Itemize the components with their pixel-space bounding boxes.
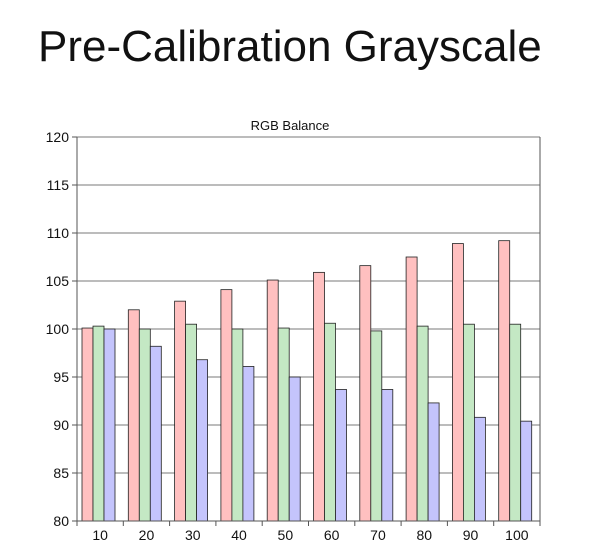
bar-50-series-3 bbox=[288, 376, 301, 522]
bar-40-series-2 bbox=[231, 328, 244, 522]
bar-30-series-2 bbox=[185, 323, 198, 522]
y-tick-label: 95 bbox=[53, 369, 69, 385]
y-tick-label: 110 bbox=[47, 225, 70, 241]
bar-100-series-1 bbox=[498, 240, 511, 522]
bar-50-series-2 bbox=[277, 327, 290, 522]
bar-60-series-1 bbox=[313, 271, 325, 522]
x-tick-label: 10 bbox=[92, 527, 108, 543]
y-tick-label: 105 bbox=[46, 273, 70, 289]
bar-60-series-3 bbox=[335, 389, 347, 522]
bar-40-series-1 bbox=[220, 289, 233, 522]
bar-80-series-1 bbox=[405, 256, 418, 522]
x-tick-label: 30 bbox=[185, 527, 201, 543]
bar-30-series-3 bbox=[196, 359, 209, 522]
bar-50-series-1 bbox=[266, 279, 279, 522]
y-tick-label: 120 bbox=[46, 129, 70, 145]
bar-10-series-3 bbox=[103, 328, 116, 522]
bar-70-series-3 bbox=[381, 389, 394, 522]
y-tick-label: 80 bbox=[53, 513, 69, 529]
bar-10-series-2 bbox=[92, 325, 105, 522]
bar-100-series-2 bbox=[509, 323, 522, 522]
bar-80-series-2 bbox=[416, 325, 429, 522]
bar-30-series-1 bbox=[174, 300, 187, 522]
y-tick-label: 85 bbox=[53, 465, 69, 481]
bar-80-series-3 bbox=[427, 402, 440, 522]
bar-10-series-1 bbox=[81, 327, 94, 522]
bars bbox=[81, 240, 533, 522]
y-tick-label: 90 bbox=[53, 417, 69, 433]
y-tick-label: 115 bbox=[47, 177, 70, 193]
bar-60-series-2 bbox=[324, 322, 336, 522]
chart-title: RGB Balance bbox=[251, 118, 330, 133]
bar-90-series-1 bbox=[451, 243, 464, 522]
x-tick-label: 60 bbox=[324, 527, 340, 543]
x-tick-label: 50 bbox=[278, 527, 294, 543]
x-tick-label: 20 bbox=[139, 527, 155, 543]
x-tick-label: 100 bbox=[505, 527, 529, 543]
bar-100-series-3 bbox=[520, 420, 533, 522]
x-tick-label: 70 bbox=[370, 527, 386, 543]
bar-90-series-3 bbox=[473, 416, 486, 522]
x-tick-label: 40 bbox=[231, 527, 247, 543]
bar-20-series-1 bbox=[127, 309, 140, 522]
bar-70-series-1 bbox=[359, 265, 372, 522]
bar-40-series-3 bbox=[242, 366, 255, 522]
bar-90-series-2 bbox=[462, 323, 475, 522]
page-title: Pre-Calibration Grayscale bbox=[38, 22, 542, 71]
y-tick-label: 100 bbox=[46, 321, 70, 337]
x-tick-label: 80 bbox=[416, 527, 432, 543]
bar-20-series-2 bbox=[138, 328, 151, 522]
x-tick-label: 90 bbox=[463, 527, 479, 543]
axes: 80 85 90 95 100 105 110 115 120 10 20 30 40 50 60 70 80 9… bbox=[46, 129, 541, 543]
bar-70-series-2 bbox=[370, 330, 383, 522]
bar-20-series-3 bbox=[149, 345, 162, 522]
